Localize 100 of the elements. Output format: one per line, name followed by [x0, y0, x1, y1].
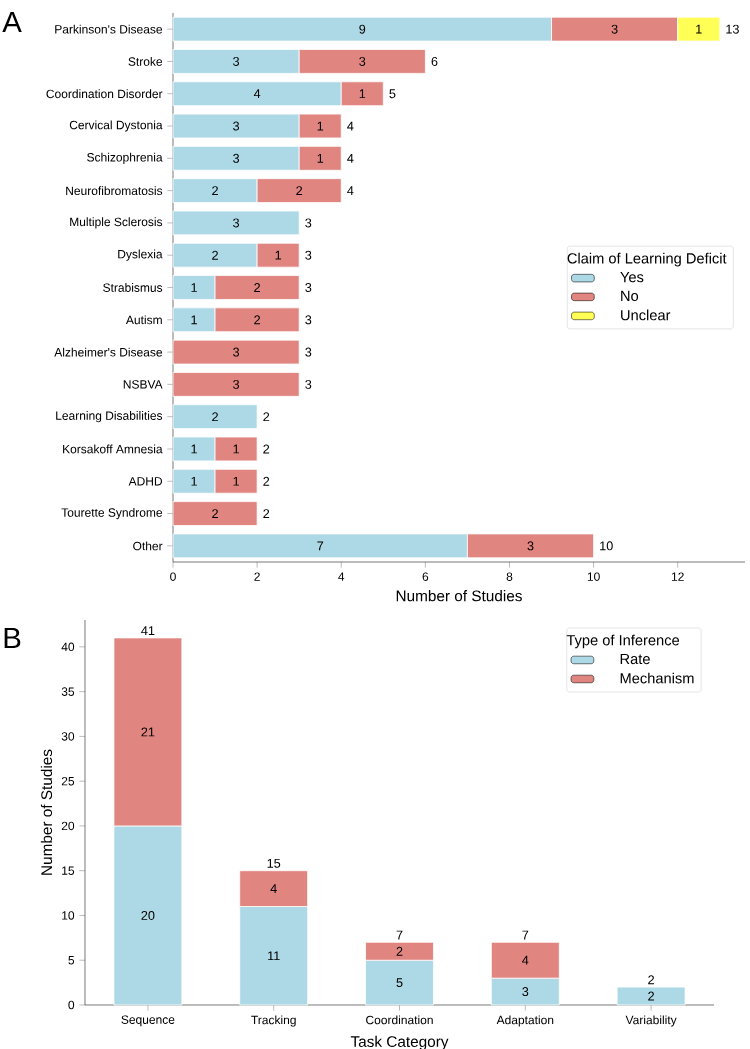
total-label: 13 — [726, 24, 739, 34]
y-tick-label: Parkinson's Disease — [55, 24, 163, 34]
data-label: 1 — [696, 24, 702, 34]
y-tick-label: Other — [133, 541, 163, 551]
x-tick-label: 10 — [587, 572, 600, 581]
y-tick-label: NSBVA — [123, 380, 163, 389]
data-label: 1 — [233, 444, 239, 454]
x-tick-label: 0 — [170, 572, 176, 581]
data-label: 2 — [648, 991, 654, 1001]
data-label: 1 — [191, 444, 197, 454]
data-label: 1 — [191, 476, 197, 486]
bar — [172, 501, 258, 526]
bar — [172, 372, 300, 397]
data-label: 3 — [233, 121, 240, 131]
total-label: 3 — [305, 218, 312, 228]
x-axis-title: Number of Studies — [396, 590, 522, 602]
total-label: 2 — [648, 975, 654, 985]
y-tick-label: Korsakoff Amnesia — [63, 444, 163, 454]
x-tick-label: Sequence — [121, 1015, 175, 1027]
y-tick-label: 40 — [61, 642, 75, 652]
data-label: 2 — [212, 186, 218, 196]
data-label: 21 — [141, 727, 155, 737]
legend-title: Type of Inference — [566, 634, 680, 649]
y-tick-label: Learning Disabilities — [56, 411, 163, 423]
total-label: 10 — [600, 541, 613, 551]
y-tick-label: 20 — [61, 821, 75, 831]
data-label: 4 — [253, 89, 261, 99]
data-label: 11 — [268, 951, 280, 961]
data-label: 1 — [191, 315, 197, 325]
data-label: 3 — [233, 379, 240, 389]
y-tick-label: Cervical Dystonia — [69, 120, 163, 132]
x-tick-label: 4 — [338, 572, 345, 581]
y-tick-label: Neurofibromatosis — [66, 186, 163, 196]
total-label: 2 — [263, 444, 270, 454]
total-label: 7 — [396, 930, 403, 940]
total-label: 3 — [305, 250, 312, 260]
total-label: 2 — [263, 476, 270, 486]
total-label: 3 — [305, 379, 312, 389]
data-label: 2 — [254, 315, 261, 325]
y-tick-label: Coordination Disorder — [46, 89, 163, 99]
total-label: 3 — [305, 347, 312, 357]
x-tick-label: Coordination — [366, 1015, 433, 1025]
y-tick-label: 0 — [68, 1000, 75, 1010]
data-label: 3 — [359, 56, 366, 66]
y-tick-label: Multiple Sclerosis — [70, 217, 163, 229]
data-label: 4 — [270, 884, 277, 893]
legend-title: Claim of Learning Deficit — [567, 252, 727, 267]
total-label: 4 — [347, 186, 354, 195]
data-label: 3 — [233, 56, 240, 66]
y-tick-label: Autism — [125, 315, 162, 325]
bar — [616, 986, 686, 1006]
data-label: 2 — [254, 283, 261, 292]
data-label: 1 — [359, 89, 366, 99]
total-label: 7 — [522, 930, 529, 940]
data-label: 1 — [275, 250, 282, 260]
legend-label: Rate — [620, 653, 650, 665]
total-label: 5 — [389, 89, 396, 99]
total-label: 6 — [431, 56, 438, 66]
y-tick-label: Alzheimer's Disease — [54, 347, 163, 357]
total-label: 4 — [347, 153, 354, 163]
y-tick-label: 35 — [61, 687, 75, 696]
x-tick-label: 6 — [422, 572, 429, 581]
y-tick-label: 10 — [62, 911, 75, 920]
y-tick-label: Strabismus — [103, 283, 163, 292]
total-label: 41 — [141, 626, 155, 635]
legend-label: No — [621, 290, 639, 302]
x-tick-label: 2 — [254, 572, 260, 581]
legend-label: Yes — [620, 272, 644, 283]
data-label: 1 — [233, 476, 239, 486]
data-label: 2 — [212, 509, 218, 518]
data-label: 3 — [527, 541, 534, 551]
y-tick-label: 30 — [61, 732, 75, 741]
y-tick-label: 25 — [61, 776, 75, 786]
data-label: 3 — [233, 347, 240, 357]
data-label: 3 — [522, 987, 529, 997]
bar — [172, 210, 300, 236]
y-tick-label: Stroke — [128, 57, 163, 66]
data-label: 2 — [396, 946, 403, 956]
total-label: 2 — [263, 412, 270, 422]
total-label: 15 — [267, 858, 281, 868]
x-tick-label: 12 — [671, 572, 684, 581]
data-label: 2 — [212, 412, 218, 422]
x-tick-label: Adaptation — [496, 1015, 554, 1027]
data-label: 3 — [611, 24, 618, 34]
y-tick-label: Tourette Syndrome — [61, 507, 163, 520]
y-tick-label: ADHD — [128, 477, 163, 486]
chart-title: A — [2, 11, 22, 33]
chart-title: B — [4, 627, 21, 649]
x-tick-label: Variability — [625, 1015, 677, 1027]
data-label: 4 — [522, 955, 529, 965]
y-tick-label: Dyslexia — [118, 249, 163, 261]
bar — [172, 339, 300, 365]
total-label: 4 — [347, 121, 354, 131]
y-tick-label: 5 — [68, 956, 75, 965]
x-tick-label: Tracking — [251, 1015, 296, 1027]
data-label: 9 — [359, 24, 366, 34]
y-tick-label: 15 — [62, 866, 75, 875]
data-label: 3 — [233, 153, 240, 163]
x-tick-label: 8 — [506, 572, 513, 581]
data-label: 1 — [191, 283, 197, 292]
